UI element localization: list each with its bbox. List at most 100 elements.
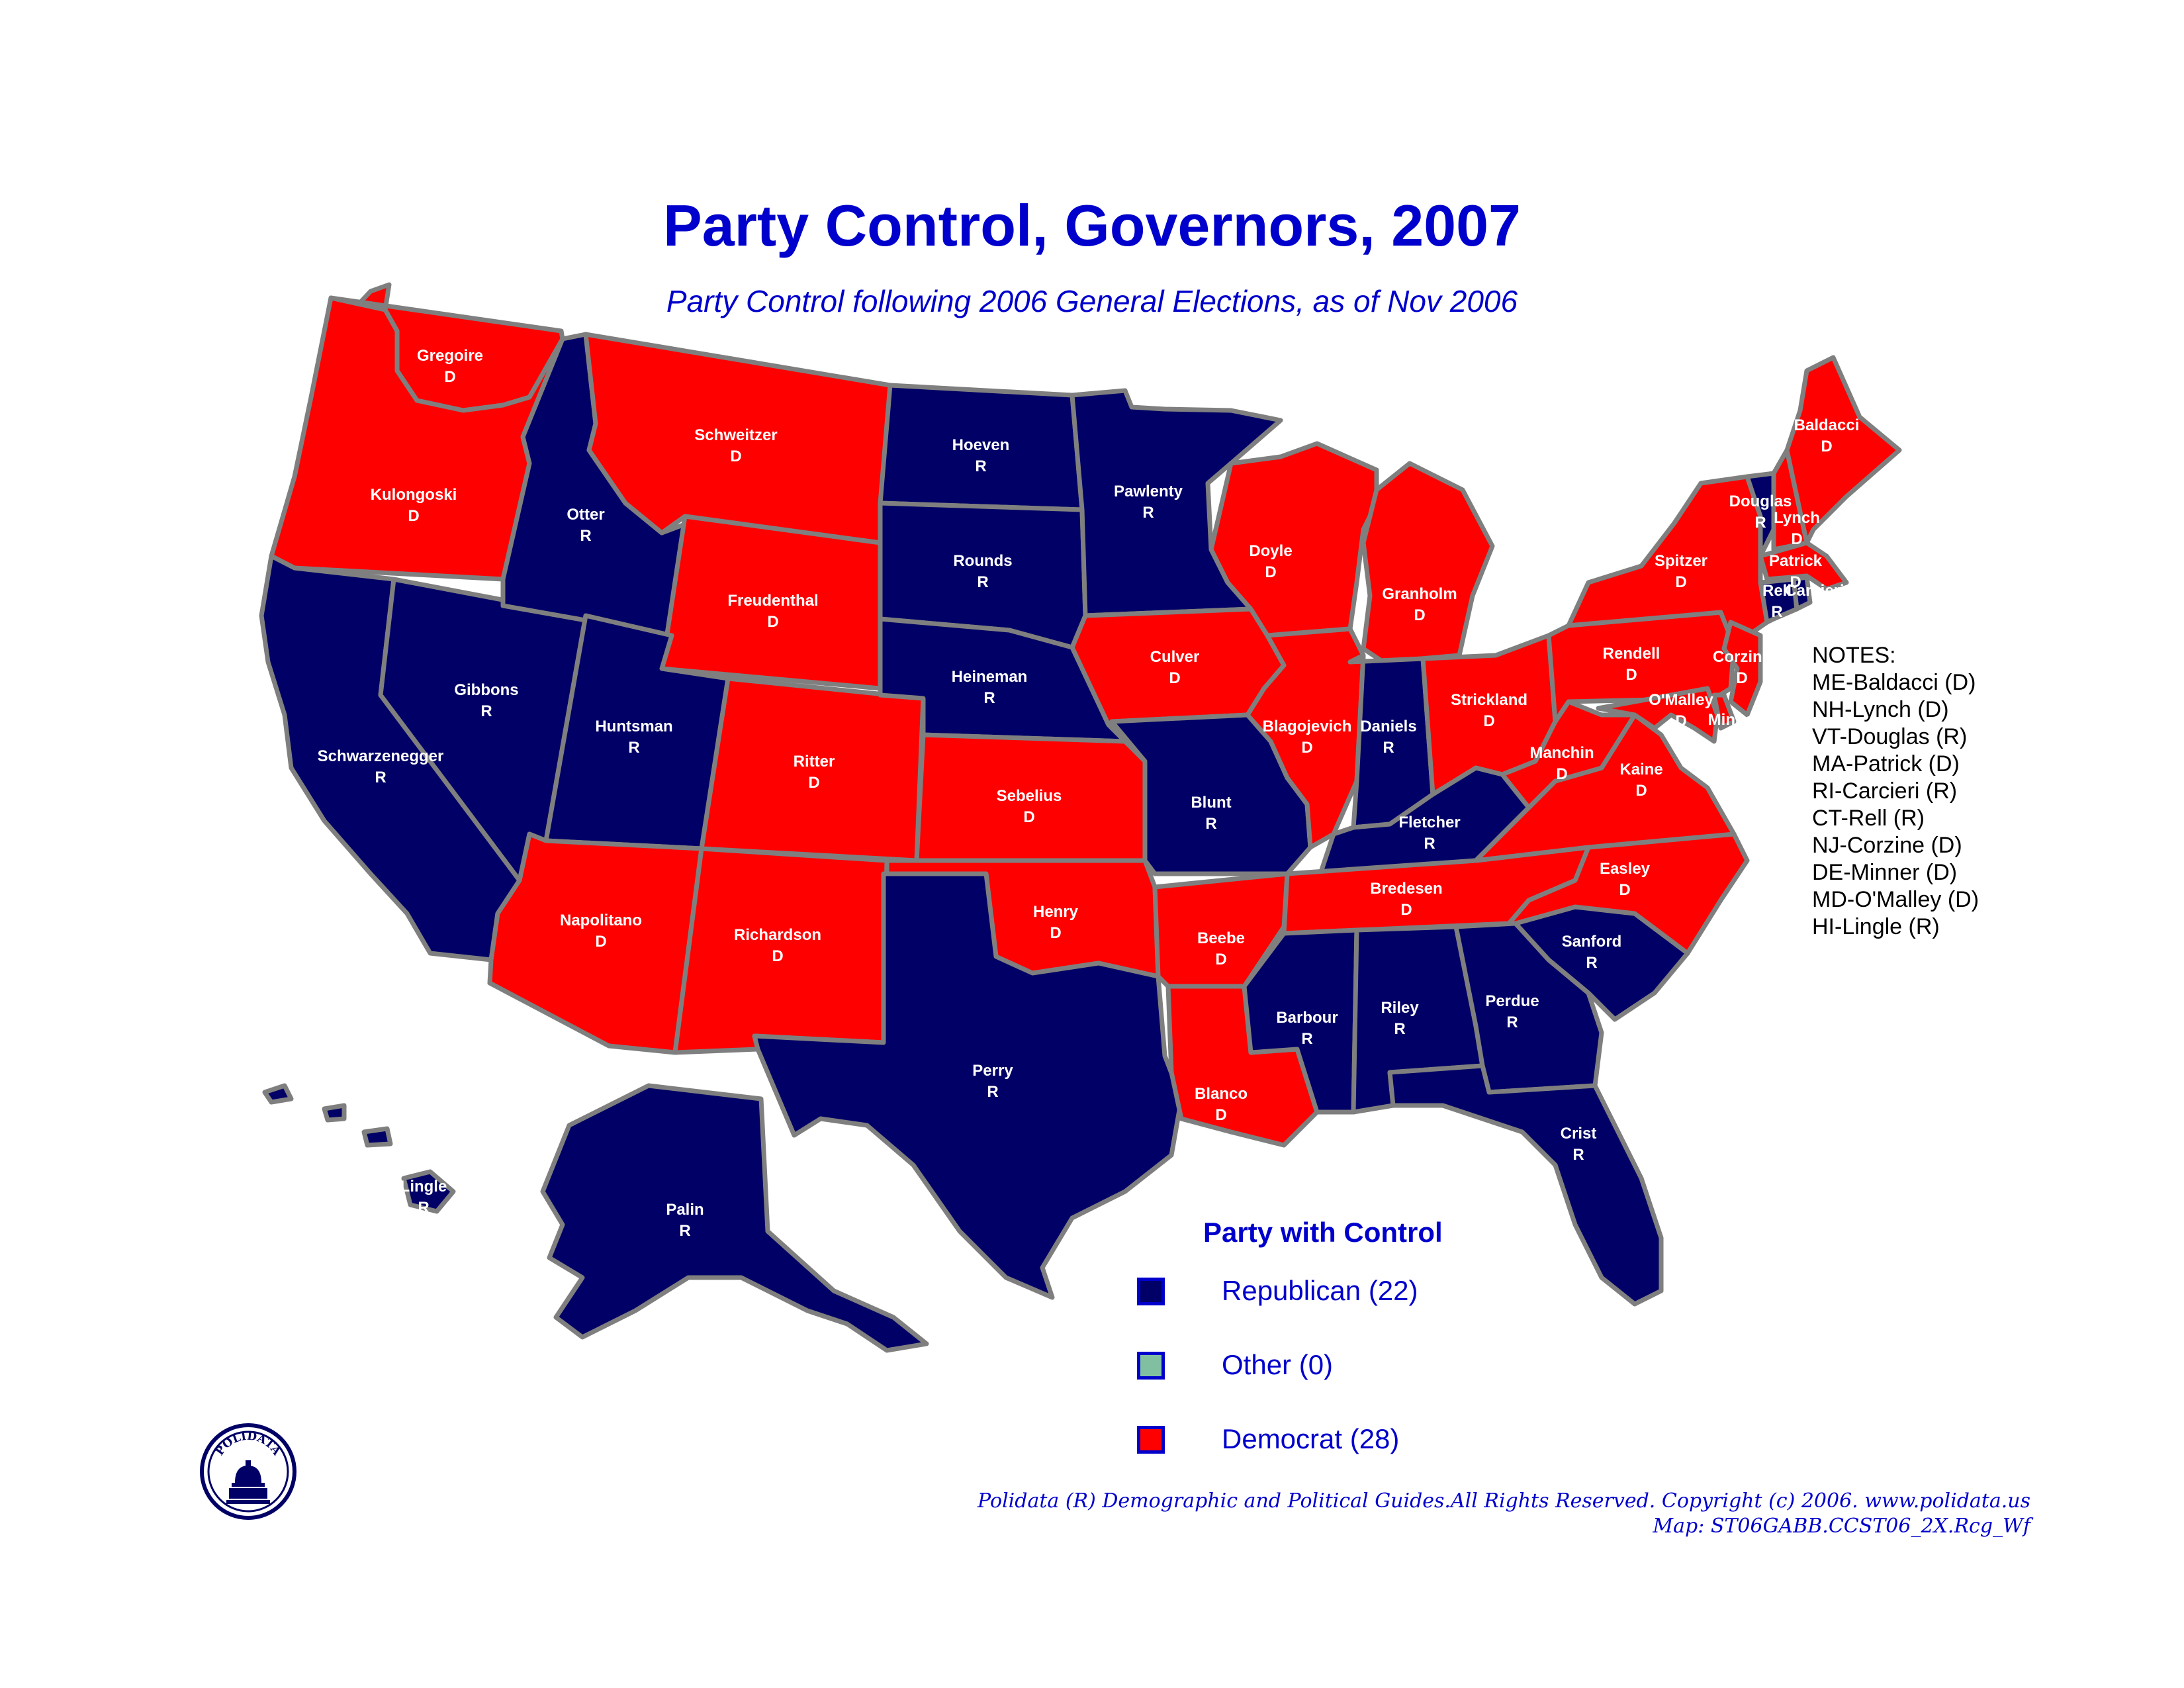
note-line: NJ-Corzine (D) [1812, 833, 1962, 858]
polidata-logo: POLIDATA [200, 1423, 296, 1520]
governor-name: Otter [567, 506, 604, 524]
state-label-wy: Freudenthal D [727, 592, 818, 631]
governor-party: D [1635, 782, 1647, 800]
state-label-ny: Spitzer D [1655, 552, 1707, 591]
governor-party: D [1556, 765, 1567, 783]
governor-name: Perry [972, 1062, 1013, 1080]
governor-name: Easley [1600, 860, 1651, 878]
legend-swatch-democrat [1137, 1426, 1165, 1454]
governor-party: R [628, 739, 639, 757]
governor-name: Henry [1033, 903, 1079, 921]
governor-name: Blunt [1191, 794, 1231, 812]
governor-name: Blagojevich [1263, 718, 1352, 735]
footer-map-id: Map: ST06GABB.CCST06_2X.Rcg_Wf [1653, 1515, 2030, 1538]
capitol-dome-icon [226, 1460, 270, 1504]
state-label-in: Daniels R [1360, 718, 1416, 757]
governor-party: D [767, 613, 778, 631]
governor-name: Kaine [1619, 761, 1662, 778]
state-label-mi: Granholm D [1382, 585, 1457, 624]
state-label-ri: Carcieri R [1785, 582, 1844, 621]
legend-label: Republican (22) [1222, 1275, 1418, 1306]
state-mi [1361, 461, 1495, 665]
legend-swatch-republican [1137, 1278, 1165, 1305]
state-label-nj: Corzine D [1713, 648, 1771, 687]
state-vt [1745, 471, 1776, 559]
state-label-nh: Lynch D [1774, 509, 1820, 548]
map-title: Party Control, Governors, 2007 [663, 193, 1521, 258]
state-label-sc: Sanford R [1562, 933, 1622, 972]
governor-party: R [1383, 739, 1394, 757]
governor-party: D [595, 933, 606, 951]
governor-party: R [1771, 603, 1782, 621]
state-label-sd: Rounds R [953, 552, 1012, 591]
governor-party: R [1506, 1013, 1518, 1031]
governor-name: Crist [1561, 1125, 1597, 1143]
note-line: ME-Baldacci (D) [1812, 670, 1976, 695]
note-line: CT-Rell (R) [1812, 806, 1925, 831]
note-line: HI-Lingle (R) [1812, 914, 1940, 939]
state-label-ar: Beebe D [1197, 929, 1245, 968]
legend-label: Democrat (28) [1222, 1423, 1400, 1454]
governor-name: Carcieri [1785, 582, 1844, 600]
governor-party: R [1572, 1146, 1584, 1164]
state-label-ca: Schwarzenegger R [318, 747, 444, 786]
state-label-wa: Gregoire D [417, 347, 483, 386]
governor-name: Bredesen [1370, 880, 1442, 898]
governor-name: Strickland [1451, 691, 1527, 709]
governor-name: Lynch [1774, 509, 1820, 527]
governor-party: R [977, 573, 988, 591]
state-label-ia: Culver D [1150, 648, 1200, 687]
governor-name: Culver [1150, 648, 1200, 666]
governor-name: Manchin [1529, 744, 1594, 762]
governor-name: Blanco [1195, 1085, 1248, 1103]
state-label-oh: Strickland D [1451, 691, 1527, 730]
governor-party: D [1400, 901, 1412, 919]
state-label-nd: Hoeven R [952, 436, 1010, 475]
governor-name: Douglas [1729, 492, 1792, 510]
hawaii-island [361, 1126, 393, 1148]
state-label-md: O'Malley D [1649, 691, 1713, 730]
state-label-la: Blanco D [1195, 1085, 1248, 1124]
state-ri [1791, 575, 1813, 612]
governor-name: Rounds [953, 552, 1012, 570]
map-subtitle: Party Control following 2006 General Ele… [666, 284, 1518, 318]
state-label-wv: Manchin D [1529, 744, 1594, 783]
governor-name: Perdue [1485, 992, 1539, 1010]
governor-party: R [1586, 954, 1597, 972]
governor-party: D [808, 774, 819, 792]
governor-party: D [1675, 573, 1686, 591]
state-ak [540, 1083, 929, 1353]
governor-name: Schweitzer [694, 426, 777, 444]
governor-name: Heineman [952, 668, 1028, 686]
state-label-or: Kulongoski D [371, 486, 457, 525]
governor-name: Richardson [734, 926, 821, 944]
governor-party: D [1790, 573, 1801, 591]
state-nj [1721, 620, 1763, 718]
state-label-ut: Huntsman R [595, 718, 672, 757]
governor-name: Ritter [794, 753, 835, 771]
state-me [1784, 355, 1902, 545]
state-tx [752, 871, 1184, 1300]
governor-party: R [1754, 514, 1766, 532]
state-label-il: Blagojevich D [1263, 718, 1352, 757]
note-line: NH-Lynch (D) [1812, 697, 1949, 722]
state-label-nm: Richardson D [734, 926, 821, 965]
governor-name: Huntsman [595, 718, 672, 735]
governor-name: Hoeven [952, 436, 1010, 454]
state-label-fl: Crist R [1561, 1125, 1597, 1164]
governor-party: D [1169, 669, 1180, 687]
governor-party: D [1050, 924, 1061, 942]
state-label-ma: Patrick D [1769, 552, 1823, 591]
governor-party: R [987, 1083, 998, 1101]
state-label-ga: Perdue R [1485, 992, 1539, 1031]
state-label-mn: Pawlenty R [1114, 483, 1183, 522]
notes-panel: NOTES: ME-Baldacci (D) NH-Lynch (D) VT-D… [1812, 642, 1979, 941]
governor-party: R [418, 1199, 429, 1217]
governor-party: R [1301, 1030, 1312, 1048]
governor-party: R [1142, 504, 1154, 522]
state-label-nv: Gibbons R [454, 681, 518, 720]
governor-party: D [1215, 951, 1226, 968]
governor-party: R [975, 457, 986, 475]
governor-party: D [1675, 712, 1686, 730]
state-label-wi: Doyle D [1249, 542, 1292, 581]
